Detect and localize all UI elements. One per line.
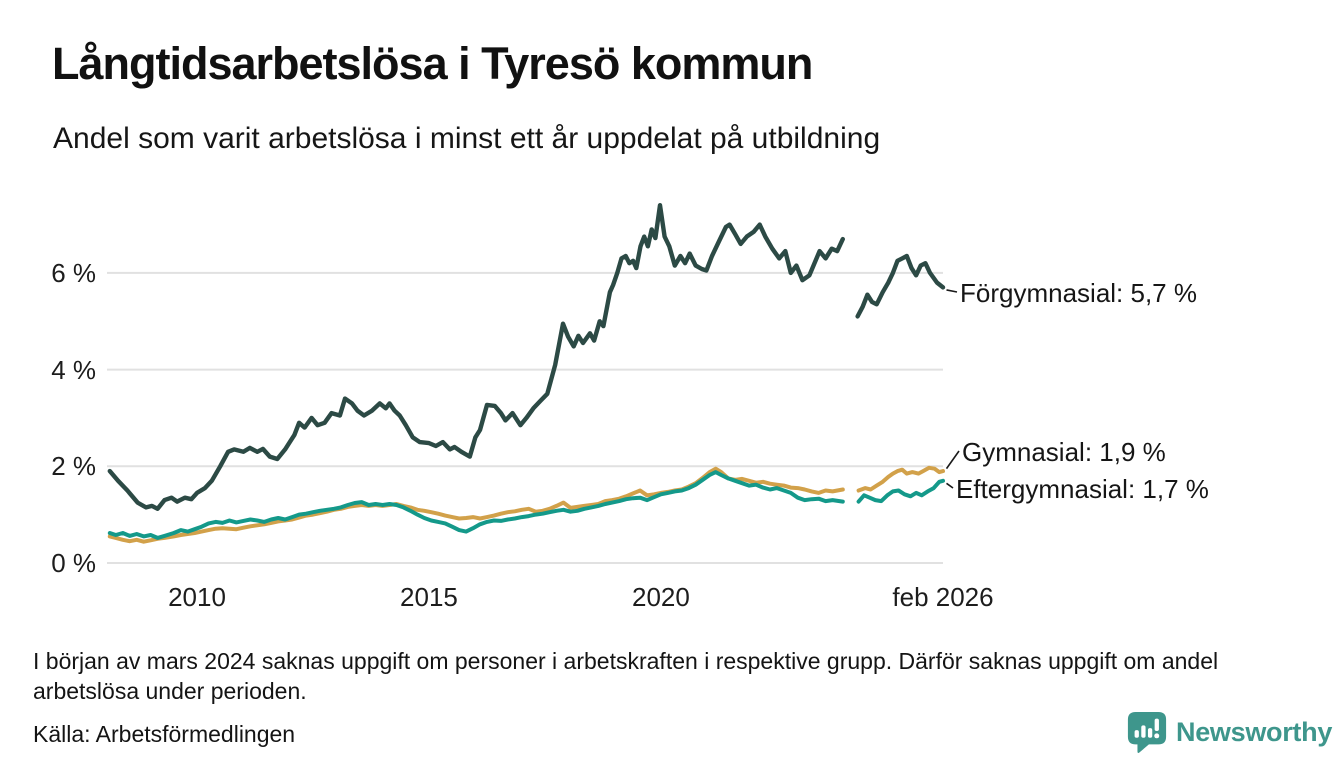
series-end-label-eftergymnasial: Eftergymnasial: 1,7 %	[956, 474, 1209, 504]
newsworthy-logo-icon	[1127, 711, 1167, 753]
newsworthy-logo-text: Newsworthy	[1176, 716, 1333, 747]
newsworthy-logo: Newsworthy	[1126, 708, 1332, 756]
series-line-gymnasial	[856, 465, 945, 493]
series-end-label-gymnasial: Gymnasial: 1,9 %	[962, 437, 1166, 467]
series-end-label-forgymnasial: Förgymnasial: 5,7 %	[960, 278, 1197, 308]
series-line-eftergymnasial	[107, 470, 845, 540]
y-tick-label: 0 %	[51, 548, 96, 578]
series-line-förgymnasial	[855, 253, 946, 319]
leader-line-eftergymnasial	[946, 482, 954, 489]
source-note: Källa: Arbetsförmedlingen	[33, 721, 296, 747]
leader-line-förgymnasial	[946, 289, 958, 293]
series-line-gymnasial	[107, 466, 845, 544]
series-line-eftergymnasial	[856, 478, 945, 504]
series-line-förgymnasial	[107, 202, 845, 511]
y-tick-label: 2 %	[51, 451, 96, 482]
x-tick-label: 2020	[632, 582, 690, 612]
page-subtitle: Andel som varit arbetslösa i minst ett å…	[53, 122, 881, 155]
page-title: Långtidsarbetslösa i Tyresö kommun	[52, 38, 813, 89]
y-tick-label: 4 %	[51, 354, 96, 385]
y-tick-label: 6 %	[51, 257, 96, 288]
x-tick-label: 2015	[400, 582, 458, 612]
x-tick-label: feb 2026	[892, 582, 994, 612]
footnote: I början av mars 2024 saknas uppgift om …	[33, 648, 1219, 704]
x-tick-label: 2010	[168, 582, 226, 612]
leader-line-gymnasial	[945, 450, 960, 470]
